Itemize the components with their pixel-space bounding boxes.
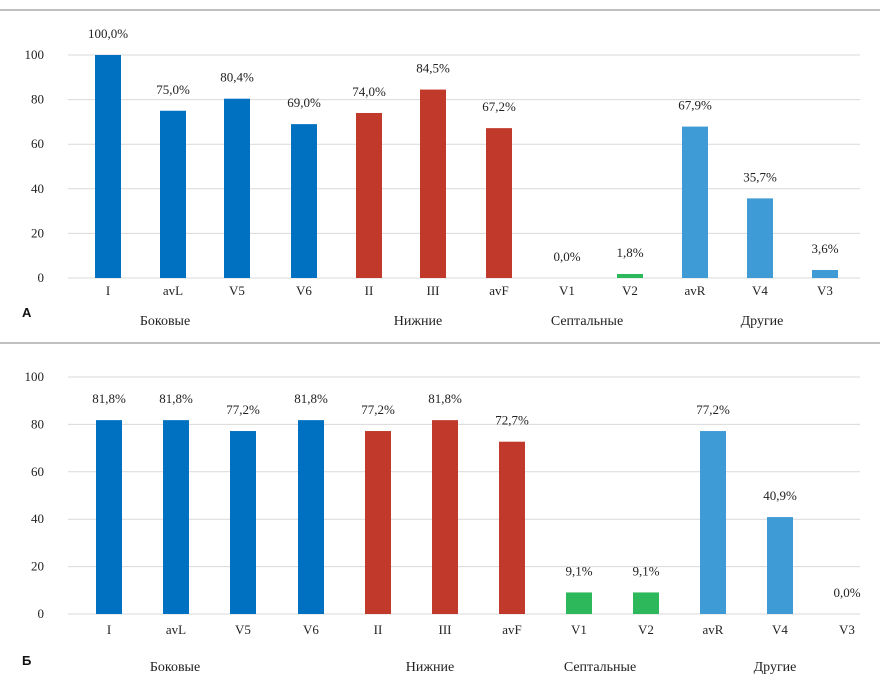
group-label: Другие: [741, 314, 784, 329]
group-label: Боковые: [150, 660, 200, 675]
data-label: 72,7%: [495, 413, 529, 428]
chart-panel-a: 0 20 40 60 80 100 100,0% I 75,0% avL 80,4% V5 69,0% V…: [22, 26, 860, 329]
y-tick-label: 0: [38, 270, 45, 285]
bar-avf: [486, 128, 512, 278]
y-tick-label: 20: [31, 225, 44, 240]
bar-v6: [298, 420, 324, 614]
y-tick-label: 40: [31, 511, 44, 526]
bar-i: [96, 420, 122, 614]
data-label: 84,5%: [416, 61, 450, 76]
data-label: 81,8%: [159, 391, 193, 406]
category-label: V1: [571, 622, 587, 637]
bar-iii: [420, 89, 446, 278]
data-label: 81,8%: [294, 391, 328, 406]
data-label: 9,1%: [632, 563, 659, 578]
category-label: avF: [489, 283, 509, 298]
y-tick-label: 20: [31, 559, 44, 574]
category-label: V5: [235, 622, 251, 637]
data-label: 69,0%: [287, 95, 321, 110]
category-label: avL: [166, 622, 186, 637]
bar-v2: [633, 592, 659, 614]
bar-i: [95, 55, 121, 278]
data-label: 100,0%: [88, 26, 128, 41]
category-label: I: [107, 622, 111, 637]
category-label: V2: [638, 622, 654, 637]
bar-v6: [291, 124, 317, 278]
data-label: 77,2%: [226, 402, 260, 417]
data-label: 77,2%: [696, 402, 730, 417]
category-label: V2: [622, 283, 638, 298]
data-label: 0,0%: [833, 585, 860, 600]
data-label: 1,8%: [616, 245, 643, 260]
group-label: Боковые: [140, 314, 190, 329]
y-tick-label: 0: [38, 606, 45, 621]
data-label: 75,0%: [156, 82, 190, 97]
y-tick-label: 60: [31, 136, 44, 151]
data-label: 67,2%: [482, 99, 516, 114]
group-label: Нижние: [406, 660, 454, 675]
bar-avl: [160, 110, 186, 278]
bar-v3: [812, 269, 838, 278]
category-label: avL: [163, 283, 183, 298]
bar-avr: [700, 431, 726, 614]
data-label: 81,8%: [92, 391, 126, 406]
data-label: 3,6%: [811, 241, 838, 256]
data-label: 40,9%: [763, 488, 797, 503]
bar-avl: [163, 420, 189, 614]
category-label: V6: [296, 283, 312, 298]
group-label: Другие: [754, 660, 797, 675]
panel-label: Б: [22, 653, 31, 668]
y-tick-label: 80: [31, 92, 44, 107]
bar-avf: [499, 441, 525, 614]
data-label: 81,8%: [428, 391, 462, 406]
bar-ii: [356, 112, 382, 278]
data-label: 0,0%: [553, 249, 580, 264]
bar-v1: [566, 592, 592, 614]
y-tick-label: 100: [25, 369, 45, 384]
data-label: 80,4%: [220, 70, 254, 85]
category-label: avR: [703, 622, 724, 637]
panel-label: А: [22, 305, 32, 320]
group-label: Септальные: [551, 314, 623, 329]
category-label: V1: [559, 283, 575, 298]
bar-v4: [767, 517, 793, 614]
y-tick-label: 80: [31, 416, 44, 431]
category-label: avR: [685, 283, 706, 298]
category-label: V6: [303, 622, 319, 637]
data-label: 9,1%: [565, 563, 592, 578]
category-label: III: [427, 283, 440, 298]
category-label: V3: [817, 283, 833, 298]
data-label: 67,9%: [678, 98, 712, 113]
bar-v5: [224, 98, 250, 278]
data-label: 77,2%: [361, 402, 395, 417]
chart-panel-b: 0 20 40 60 80 100 81,8% I 81,8% avL 77,2% V5 81,8% V6…: [22, 369, 861, 675]
category-label: avF: [502, 622, 522, 637]
category-label: V4: [752, 283, 768, 298]
category-label: III: [439, 622, 452, 637]
bar-iii: [432, 420, 458, 614]
y-tick-label: 100: [25, 47, 45, 62]
y-tick-label: 60: [31, 464, 44, 479]
category-label: II: [365, 283, 374, 298]
category-label: V5: [229, 283, 245, 298]
category-label: II: [374, 622, 383, 637]
group-label: Септальные: [564, 660, 636, 675]
category-label: V3: [839, 622, 855, 637]
y-tick-label: 40: [31, 181, 44, 196]
bar-ii: [365, 431, 391, 614]
bar-v2: [617, 273, 643, 278]
category-label: I: [106, 283, 110, 298]
bar-v4: [747, 198, 773, 278]
data-label: 35,7%: [743, 169, 777, 184]
data-label: 74,0%: [352, 84, 386, 99]
bar-v5: [230, 431, 256, 614]
bar-avr: [682, 126, 708, 278]
category-label: V4: [772, 622, 788, 637]
group-label: Нижние: [394, 314, 442, 329]
